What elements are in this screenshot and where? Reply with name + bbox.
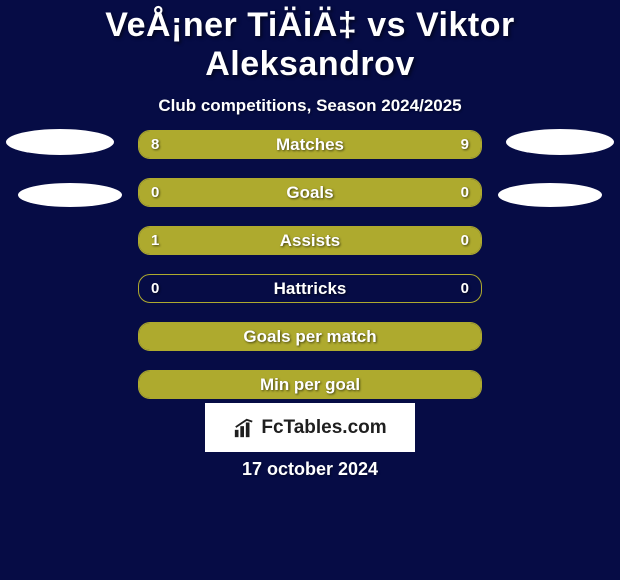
- stat-label: Goals: [139, 179, 481, 206]
- stat-value-right: 0: [461, 179, 469, 206]
- stat-row-mpg: Min per goal: [138, 370, 482, 399]
- stat-row-assists: 1 Assists 0: [138, 226, 482, 255]
- logo-label: FcTables.com: [261, 417, 386, 439]
- avatar-team-right: [498, 183, 602, 207]
- stat-row-gpm: Goals per match: [138, 322, 482, 351]
- comparison-card: VeÅ¡ner TiÄiÄ‡ vs Viktor Aleksandrov Clu…: [0, 6, 620, 580]
- stat-label: Min per goal: [139, 371, 481, 398]
- page-subtitle: Club competitions, Season 2024/2025: [0, 96, 620, 116]
- logo-box[interactable]: FcTables.com: [205, 403, 415, 452]
- stat-value-right: 0: [461, 227, 469, 254]
- stat-row-hattricks: 0 Hattricks 0: [138, 274, 482, 303]
- chart-icon: [233, 417, 255, 439]
- stat-label: Goals per match: [139, 323, 481, 350]
- page-title: VeÅ¡ner TiÄiÄ‡ vs Viktor Aleksandrov: [0, 6, 620, 84]
- stat-label: Hattricks: [139, 275, 481, 302]
- stat-row-goals: 0 Goals 0: [138, 178, 482, 207]
- date-label: 17 october 2024: [0, 459, 620, 480]
- stat-label: Assists: [139, 227, 481, 254]
- avatar-team-left: [18, 183, 122, 207]
- stat-value-right: 9: [461, 131, 469, 158]
- stats-bars: 8 Matches 9 0 Goals 0 1 Assists 0 0 Hatt…: [138, 130, 482, 418]
- stat-row-matches: 8 Matches 9: [138, 130, 482, 159]
- avatar-player-right: [506, 129, 614, 155]
- stat-label: Matches: [139, 131, 481, 158]
- stat-value-right: 0: [461, 275, 469, 302]
- logo-text: FcTables.com: [233, 417, 386, 439]
- avatar-player-left: [6, 129, 114, 155]
